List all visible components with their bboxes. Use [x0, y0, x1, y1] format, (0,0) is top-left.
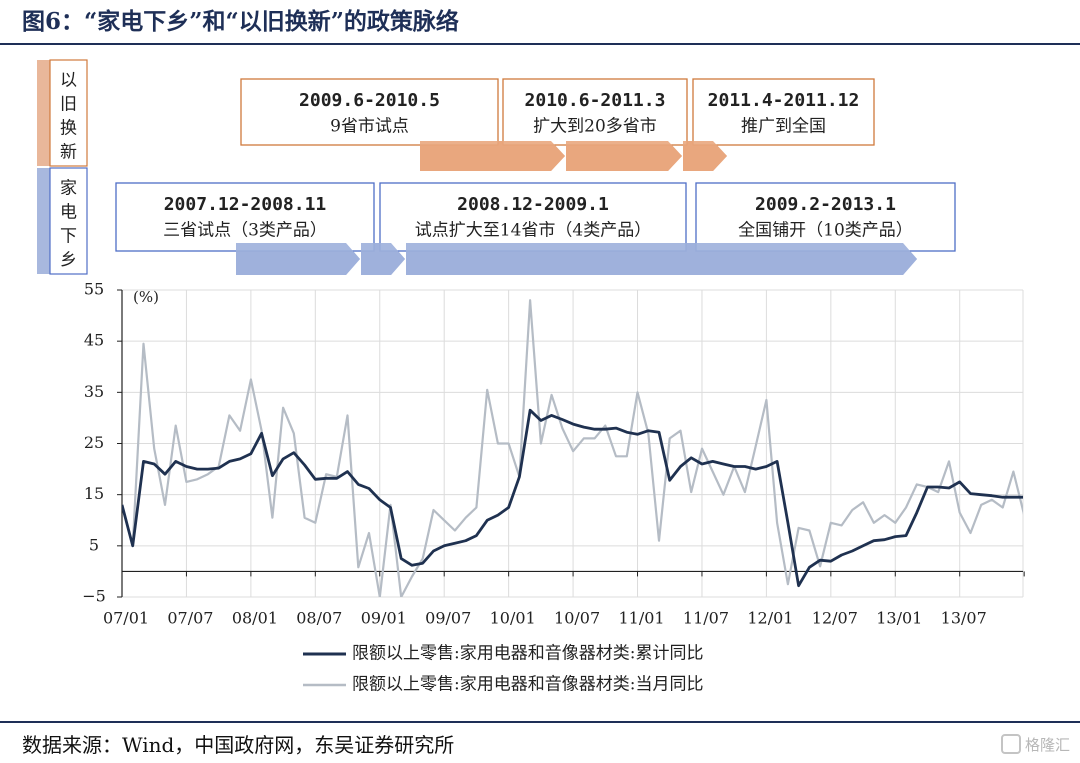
- timeline-row-label-box: [49, 167, 88, 275]
- timeline-phase-box: [379, 182, 687, 252]
- timeline-phase-period: 2008.12-2009.1: [457, 194, 609, 215]
- figure-title: 图6：“家电下乡”和“以旧换新”的政策脉络: [22, 8, 459, 35]
- source-rule: [0, 721, 1080, 723]
- legend-label: 限额以上零售:家用电器和音像器材类:累计同比: [352, 644, 703, 664]
- figure-source: 数据来源：Wind，中国政府网，东吴证券研究所: [22, 733, 455, 757]
- x-tick-label: 07/07: [167, 609, 213, 628]
- timeline-phase-desc: 9省市试点: [330, 117, 409, 137]
- policy-timeline-chart: 以旧换新 2009.6-2010.5 9省市试点 2010.6-2011.3 扩大到20…: [37, 59, 1025, 695]
- timeline-phase-arrow-overlay: [236, 243, 360, 275]
- series-line-cumulative: [122, 408, 1023, 588]
- x-tick-label: 10/01: [490, 609, 536, 628]
- watermark: 格隆汇: [1000, 733, 1070, 757]
- watermark-text: 格隆汇: [1024, 736, 1070, 754]
- x-tick-label: 12/07: [812, 609, 858, 628]
- timeline-phase-period: 2011.4-2011.12: [708, 90, 860, 111]
- timeline-phase-period: 2009.6-2010.5: [299, 90, 440, 111]
- timeline-row-label: 家电下乡: [60, 178, 77, 270]
- x-tick-label: 13/07: [941, 609, 987, 628]
- timeline-row-label-box: [49, 59, 88, 167]
- x-tick-label: 07/01: [103, 609, 149, 628]
- timeline-row-accent: [37, 168, 50, 274]
- y-tick-label: 45: [84, 331, 104, 350]
- watermark-logo-icon: [1000, 734, 1021, 754]
- legend-label: 限额以上零售:家用电器和音像器材类:当月同比: [352, 675, 703, 695]
- x-tick-label: 12/01: [747, 609, 793, 628]
- timeline-phase-box: [115, 182, 375, 252]
- x-tick-label: 13/01: [876, 609, 922, 628]
- timeline-phase-box: [692, 78, 875, 146]
- timeline-phase-arrow-overlay: [406, 243, 917, 275]
- timeline-phase-arrow-overlay: [420, 141, 565, 171]
- timeline-phase-period: 2009.2-2013.1: [755, 194, 896, 215]
- x-tick-label: 10/07: [554, 609, 600, 628]
- timeline-phase-desc: 扩大到20多省市: [533, 117, 657, 137]
- y-tick-label: 25: [84, 433, 104, 452]
- timeline-phase-arrow-overlay: [683, 141, 727, 171]
- timeline-phase-desc: 推广到全国: [741, 117, 826, 137]
- series-line-monthly: [122, 299, 1023, 597]
- timeline-phase-box: [695, 182, 956, 252]
- y-tick-label: 55: [84, 280, 104, 299]
- timeline-phase-period: 2007.12-2008.11: [164, 194, 327, 215]
- x-tick-label: 08/07: [296, 609, 342, 628]
- timeline-phase-desc: 全国铺开（10类产品）: [738, 221, 913, 241]
- timeline-phase-box: [502, 78, 688, 146]
- y-unit-label: (%): [133, 288, 159, 306]
- x-tick-label: 11/01: [618, 609, 664, 628]
- timeline-phase-arrow-overlay: [566, 141, 682, 171]
- timeline-row-label: 以旧换新: [60, 70, 77, 162]
- y-tick-label: −5: [82, 587, 106, 606]
- x-tick-label: 08/01: [232, 609, 278, 628]
- timeline-phase-arrow-overlay: [361, 243, 405, 275]
- timeline-phase-period: 2010.6-2011.3: [525, 90, 666, 111]
- x-tick-label: 09/07: [425, 609, 471, 628]
- title-rule: [0, 43, 1080, 45]
- timeline-row-accent: [37, 60, 50, 166]
- timeline-phase-desc: 三省试点（3类产品）: [163, 221, 327, 241]
- x-tick-label: 09/01: [361, 609, 407, 628]
- y-tick-label: 15: [84, 484, 104, 503]
- y-tick-label: 35: [84, 382, 104, 401]
- timeline-phase-desc: 试点扩大至14省市（4类产品）: [415, 221, 651, 241]
- y-tick-label: 5: [89, 535, 99, 554]
- timeline-phase-box: [240, 78, 499, 146]
- x-tick-label: 11/07: [683, 609, 729, 628]
